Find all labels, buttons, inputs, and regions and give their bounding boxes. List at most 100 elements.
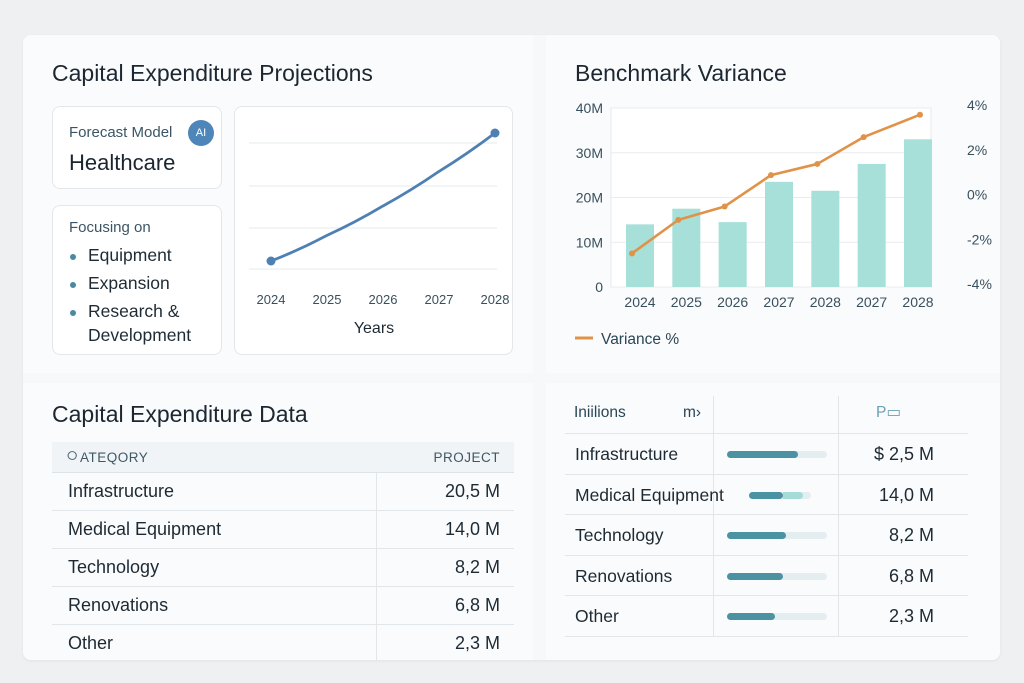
breakdown-export-icon[interactable]: P▭ [876, 404, 901, 421]
x-tick-label: 2027 [856, 294, 887, 310]
benchmark-title: Benchmark Variance [575, 60, 787, 86]
variance-point [860, 134, 867, 141]
breakdown-category: Renovations [575, 565, 673, 586]
category-icon: ⭘ [67, 448, 78, 463]
table-row[interactable]: Infrastructure 20,5 M [52, 473, 514, 511]
bullet-icon [70, 254, 76, 260]
variance-point [768, 172, 774, 179]
variance-point [721, 203, 728, 210]
breakdown-row[interactable]: Renovations 6,8 M [565, 556, 968, 596]
y-tick-label: 30M [576, 145, 603, 161]
table-row[interactable]: Renovations 6,8 M [52, 587, 514, 625]
y2-tick-label: 4% [967, 97, 987, 113]
table-cell-category: Other [68, 633, 114, 653]
forecast-model-value: Healthcare [69, 150, 176, 175]
breakdown-value: 14,0 M [878, 484, 934, 505]
ai-badge-icon: AI [188, 120, 214, 146]
x-tick-label: 2026 [717, 294, 748, 310]
progress-fill [727, 451, 798, 458]
breakdown-row[interactable]: Medical Equipment 14,0 M [565, 475, 968, 515]
breakdown-category: Infrastructure [575, 444, 679, 464]
table-cell-project: 20,5 M [444, 481, 500, 501]
x-tick-label: 2027 [763, 294, 794, 310]
y2-tick-label: 2% [967, 142, 987, 158]
breakdown-value: 2,3 M [888, 606, 934, 626]
progress-fill [727, 613, 775, 620]
projection-line [269, 131, 497, 263]
table-cell-project: 8,2 M [454, 557, 500, 577]
benchmark-combo-chart: 40M 30M 20M 10M 0 4% 2% 0% -2% -4% 2024 2025 2026 202… [575, 97, 992, 348]
breakdown-row[interactable]: Other 2,3 M [565, 596, 968, 637]
x-tick-label: 2025 [671, 294, 702, 310]
x-tick-label: 2027 [425, 292, 454, 307]
x-tick-label: 2024 [624, 294, 655, 310]
bar [811, 190, 840, 287]
x-tick-label: 2025 [313, 292, 342, 307]
forecast-model-label: Forecast Model [69, 124, 173, 141]
bullet-icon [70, 282, 76, 288]
variance-point [814, 160, 821, 167]
data-table-title: Capital Expenditure Data [52, 401, 308, 427]
bar [765, 181, 793, 287]
progress-fill [749, 491, 783, 499]
breakdown-category: Medical Equipment [575, 484, 724, 505]
projection-chart-card: 2024 2025 2026 2027 2028 Years [234, 106, 513, 355]
y-tick-label: 0 [595, 279, 603, 295]
bar [857, 163, 886, 287]
projections-title: Capital Expenditure Projections [52, 60, 373, 86]
variance-point [917, 111, 923, 118]
y-tick-label: 40M [576, 100, 603, 116]
table-row[interactable]: Medical Equipment 14,0 M [52, 511, 514, 549]
x-tick-label: 2028 [481, 292, 510, 307]
y2-tick-label: 0% [967, 187, 987, 203]
bar [718, 222, 747, 287]
x-tick-label: 2024 [257, 292, 286, 307]
variance-point [675, 216, 682, 223]
breakdown-row[interactable]: Technology 8,2 M [565, 515, 968, 556]
column-header-project[interactable]: PROJECT [433, 450, 500, 465]
breakdown-category: Technology [575, 525, 664, 545]
breakdown-divider-left [713, 396, 714, 636]
table-cell-project: 14,0 M [444, 519, 500, 539]
focus-card: Focusing on Equipment Expansion Research… [52, 205, 222, 355]
breakdown-row[interactable]: Infrastructure $ 2,5 M [565, 434, 968, 475]
progress-fill-secondary [783, 491, 803, 499]
y2-tick-label: -2% [967, 231, 992, 247]
breakdown-sort-toggle[interactable]: m› [683, 404, 702, 421]
y-tick-label: 10M [576, 234, 603, 250]
table-row[interactable]: Other 2,3 M [52, 625, 514, 663]
x-tick-label: 2028 [902, 294, 933, 310]
y2-tick-label: -4% [967, 276, 992, 292]
line-point [266, 256, 276, 266]
y-tick-label: 20M [576, 190, 603, 206]
table-column-divider [376, 473, 377, 660]
table-cell-category: Medical Equipment [68, 519, 222, 539]
table-header: ⭘ ATEQORY PROJECT [52, 442, 514, 473]
table-row[interactable]: Technology 8,2 M [52, 549, 514, 587]
breakdown-value: 6,8 M [888, 565, 934, 586]
breakdown-header-unit: Iniilions [574, 404, 626, 421]
progress-track [727, 451, 827, 458]
variance-point [629, 250, 635, 257]
progress-track [727, 532, 827, 539]
bar [904, 139, 932, 287]
table-cell-project: 6,8 M [454, 595, 500, 615]
breakdown-value: 8,2 M [888, 525, 934, 545]
forecast-model-card[interactable]: Forecast Model AI Healthcare [52, 106, 222, 189]
line-point [490, 128, 500, 138]
breakdown-value: $ 2,5 M [873, 444, 934, 464]
table-cell-category: Technology [68, 557, 160, 577]
focus-label: Focusing on [69, 219, 151, 236]
table-cell-category: Infrastructure [68, 481, 175, 501]
progress-fill [727, 532, 786, 539]
table-cell-category: Renovations [68, 595, 169, 615]
legend-label: Variance % [601, 331, 679, 348]
progress-fill [727, 572, 783, 580]
bullet-icon [70, 310, 76, 316]
projection-line-chart: 2024 2025 2026 2027 2028 Years [249, 128, 510, 337]
column-header-category[interactable]: ATEQORY [80, 450, 149, 465]
breakdown-divider-right [838, 396, 839, 636]
x-tick-label: 2028 [810, 294, 841, 310]
breakdown-category: Other [575, 606, 619, 626]
progress-track [727, 613, 827, 620]
